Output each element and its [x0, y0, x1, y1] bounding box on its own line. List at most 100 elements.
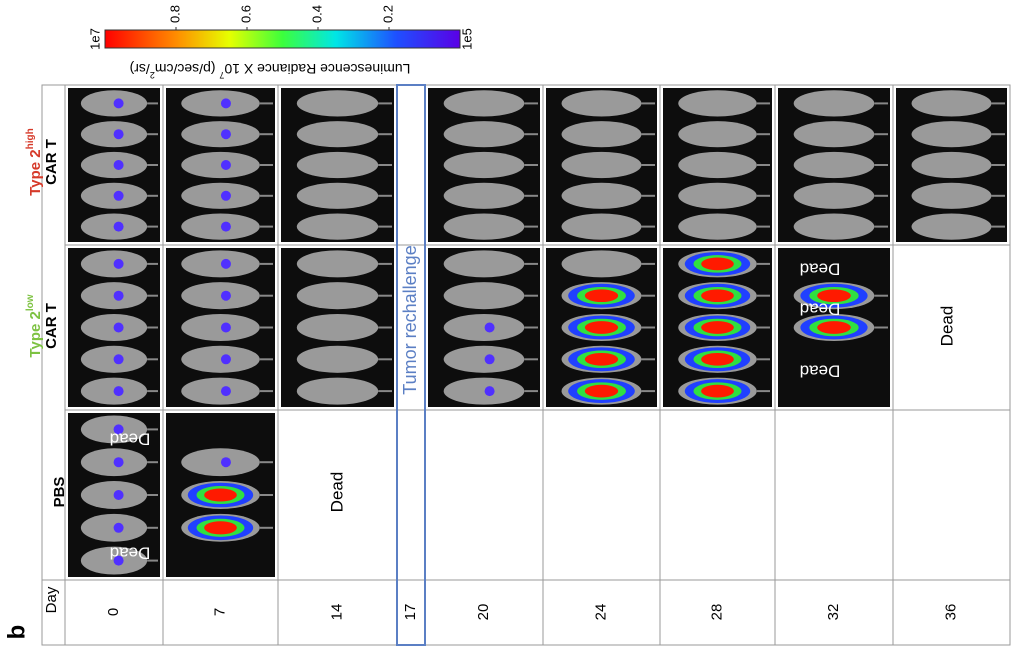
signal: [584, 384, 619, 398]
signal: [113, 322, 124, 333]
mouse: [181, 377, 260, 405]
panels: [41, 84, 1011, 646]
signal: [584, 352, 619, 366]
mouse: [181, 282, 260, 310]
signal: [701, 321, 734, 334]
signal: [113, 160, 124, 170]
mouse: [443, 121, 525, 148]
mouse: [296, 313, 379, 342]
signal: [220, 457, 231, 468]
panel-label: b: [3, 625, 30, 640]
colorbar-title-part: (p/sec/cm: [155, 61, 220, 77]
colorbar-title-sup: 2: [150, 70, 155, 80]
signal: [220, 258, 231, 269]
signal: [484, 354, 495, 365]
day-label: 20: [475, 604, 492, 621]
signal: [484, 386, 495, 397]
signal: [204, 521, 237, 535]
colorbar-tick-label: 0.8: [167, 5, 182, 23]
signal: [584, 289, 619, 303]
colorbar-title-part: Luminescence Radiance X 10: [224, 61, 410, 77]
mouse: [911, 182, 992, 209]
mouse: [296, 121, 379, 148]
mouse: [443, 182, 525, 209]
mouse: [561, 151, 642, 179]
colorbar-tick-label: 0.6: [238, 5, 253, 23]
mouse: [296, 345, 379, 373]
day-label: 28: [708, 604, 725, 621]
mouse: [296, 90, 379, 117]
mouse: [443, 345, 525, 373]
mouse: [296, 250, 379, 278]
signal: [113, 290, 124, 301]
mouse: [911, 213, 992, 240]
mouse: [181, 151, 260, 179]
mouse: [561, 250, 642, 278]
mouse: [793, 90, 875, 117]
signal: [113, 490, 124, 500]
colorbar-tick-label: 0.2: [380, 5, 395, 23]
mouse: [443, 377, 525, 405]
signal: [113, 258, 124, 269]
mouse: [678, 121, 757, 148]
group-label: PBS: [51, 477, 68, 508]
mouse: [443, 250, 525, 278]
signal: [113, 221, 124, 232]
colorbar-title: Luminescence Radiance X 107 (p/sec/cm2/s…: [130, 61, 411, 79]
signal: [113, 129, 124, 140]
mouse: [296, 182, 379, 209]
colorbar: [104, 29, 461, 49]
signal: [113, 457, 124, 468]
signal: [220, 98, 231, 109]
day-label: 14: [328, 604, 345, 621]
signal: [220, 221, 231, 232]
mouse: [181, 250, 260, 278]
mouse: [678, 213, 757, 240]
dead-label: Dead: [800, 300, 841, 319]
mouse: [181, 313, 260, 342]
signal: [113, 424, 124, 435]
dead-label: Dead: [110, 430, 151, 449]
day-label: 17: [402, 604, 419, 621]
group-label: CAR T: [43, 139, 60, 185]
mouse: [296, 282, 379, 310]
mouse: [911, 151, 992, 179]
group-sup: high: [25, 128, 36, 149]
mouse: [181, 448, 260, 477]
mouse: [561, 182, 642, 209]
mouse: [443, 313, 525, 342]
mouse: [678, 182, 757, 209]
mouse: [678, 151, 757, 179]
signal: [220, 129, 231, 140]
mouse: [793, 151, 875, 179]
signal: [220, 322, 231, 333]
mouse: [561, 121, 642, 148]
signal: [701, 257, 734, 271]
group-label: Type 2low: [25, 294, 44, 357]
day-label: 32: [825, 604, 842, 621]
group-label: Type 2high: [25, 128, 44, 196]
mouse: [911, 90, 992, 117]
mouse: [443, 90, 525, 117]
group-sup: low: [25, 294, 36, 311]
rechallenge-band: [396, 84, 426, 646]
dead-label: Dead: [937, 306, 956, 347]
mouse: [793, 213, 875, 240]
dead-label: Dead: [110, 544, 151, 563]
signal: [113, 354, 124, 365]
colorbar-title-sup: 7: [219, 70, 224, 80]
mouse: [296, 151, 379, 179]
colorbar-title-part: /sr): [130, 61, 150, 77]
signal: [701, 289, 734, 303]
mouse: [561, 90, 642, 117]
dead-label: Dead: [327, 472, 346, 513]
day-label: 7: [211, 608, 228, 616]
signal: [584, 321, 619, 334]
mouse: [443, 282, 525, 310]
signal: [220, 190, 231, 201]
day-label: 36: [942, 604, 959, 621]
mouse: [181, 182, 260, 209]
day-label: 0: [105, 608, 122, 616]
signal: [220, 290, 231, 301]
mouse: [296, 213, 379, 240]
